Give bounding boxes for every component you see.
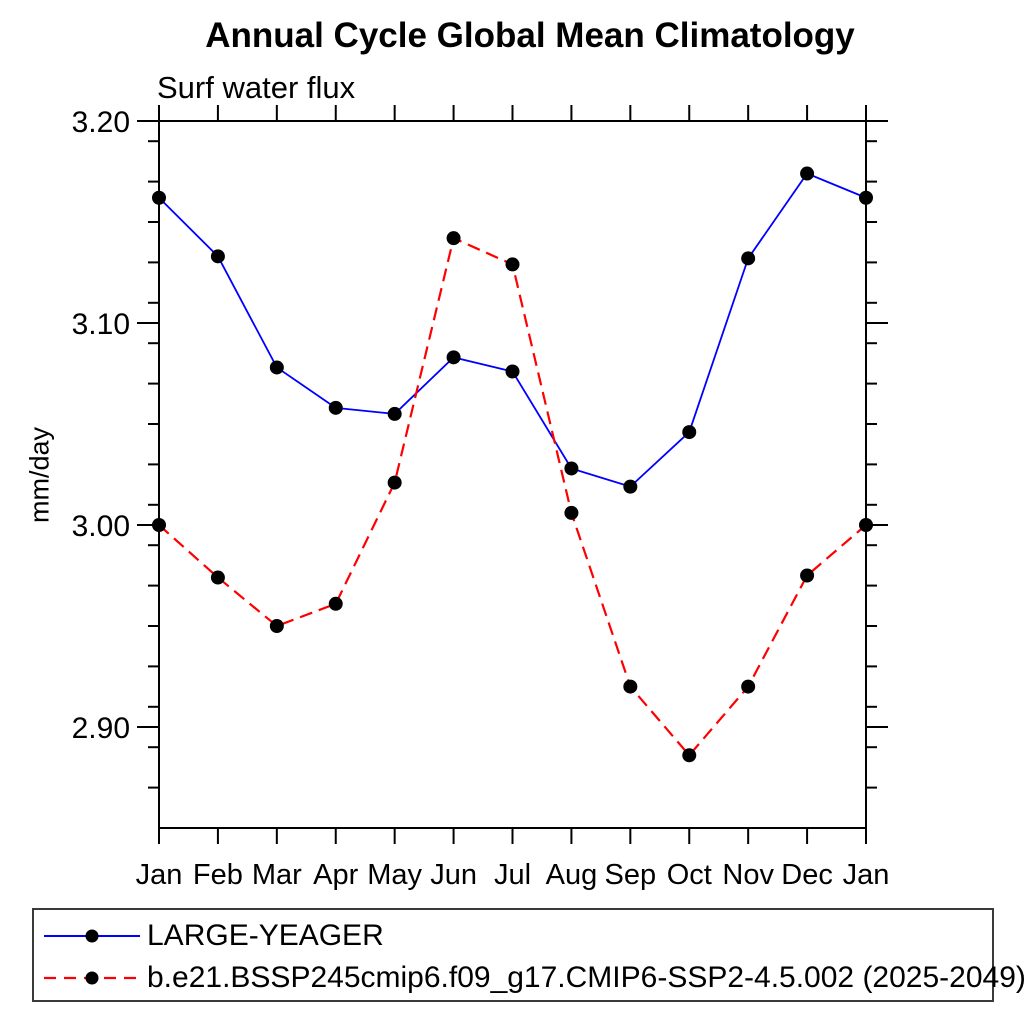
chart-subtitle: Surf water flux [157,70,356,105]
data-point-marker [564,505,579,520]
data-point-marker [505,257,520,272]
data-point-marker [269,619,284,633]
y-tick-label: 2.90 [72,712,130,745]
data-point-marker [446,231,461,246]
data-point-marker [152,190,166,205]
data-point-marker [623,679,638,694]
legend-item-cmip6-ssp2: b.e21.BSSP245cmip6.f09_g17.CMIP6-SSP2-4.… [40,960,1024,996]
x-tick-label: Jan [843,859,890,891]
data-point-marker [623,479,638,494]
data-point-marker [859,190,873,205]
data-point-marker [741,679,756,694]
series-line-1 [158,236,867,757]
data-point-marker [446,350,461,365]
chart-title: Annual Cycle Global Mean Climatology [205,16,855,55]
x-tick-label: Jun [430,859,477,891]
x-tick-label: Mar [252,859,302,891]
data-point-marker [152,518,166,532]
data-point-marker [682,425,697,440]
y-tick-label: 3.00 [72,510,130,543]
data-point-marker [387,475,402,490]
data-point-marker [210,570,225,585]
legend-line-sample-solid [44,929,140,943]
data-point-marker [328,596,343,611]
y-tick-label: 3.20 [72,106,130,139]
x-tick-label: Jul [494,859,531,891]
legend-item-large-yeager: LARGE-YEAGER [40,918,384,954]
data-point-marker [800,568,815,583]
data-point-marker [328,400,343,415]
data-point-marker [210,249,225,264]
x-tick-label: Dec [781,859,833,891]
data-point-marker [387,406,402,421]
axis-frame [158,120,867,829]
series-line-0 [158,172,867,488]
data-point-marker [682,748,697,763]
x-tick-label: Oct [667,859,712,891]
legend-label: LARGE-YEAGER [147,919,384,952]
data-point-marker [564,461,579,476]
legend-line-sample-dashed [44,971,140,985]
data-point-marker [505,364,520,379]
y-tick-label: 3.10 [72,308,130,341]
x-tick-label: Apr [313,859,358,891]
x-tick-label: Sep [605,859,657,891]
x-tick-label: Feb [193,859,243,891]
x-tick-label: Aug [546,859,598,891]
x-tick-label: Nov [722,859,774,891]
legend-label: b.e21.BSSP245cmip6.f09_g17.CMIP6-SSP2-4.… [147,961,1024,994]
data-point-marker [269,360,284,375]
data-point-marker [859,518,873,532]
x-tick-label: May [367,859,422,891]
data-point-marker [800,166,815,181]
x-tick-label: Jan [136,859,183,891]
data-point-marker [741,251,756,266]
legend-box: LARGE-YEAGER b.e21.BSSP245cmip6.f09_g17.… [32,908,1024,1002]
